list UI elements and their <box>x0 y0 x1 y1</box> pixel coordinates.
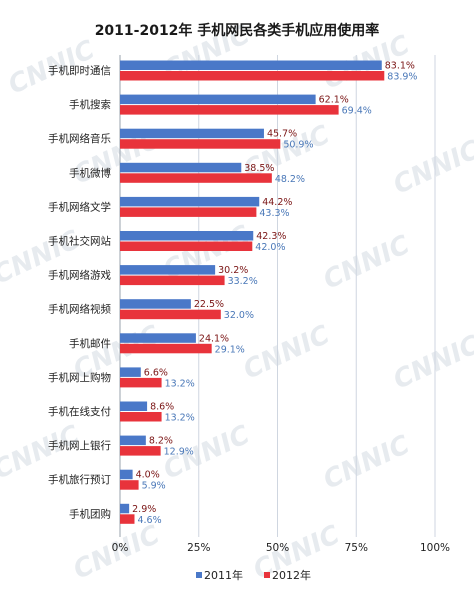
value-label-2011: 42.3% <box>256 231 286 242</box>
value-label-2012: 13.2% <box>165 378 195 389</box>
bar-2012 <box>120 71 385 81</box>
value-label-2011: 8.2% <box>149 436 173 447</box>
legend-label-2011: 2011年 <box>204 568 243 582</box>
value-label-2011: 22.5% <box>194 299 224 310</box>
bar-2011 <box>120 469 133 480</box>
category-label: 手机网络游戏 <box>48 269 111 282</box>
value-labels: 83.1%83.9% 62.1%69.4% 45.7%50.9% 38.5%48.2%… <box>132 61 417 526</box>
x-tick-label: 100% <box>420 542 450 554</box>
bar-2012 <box>120 241 253 251</box>
value-label-2012: 5.9% <box>142 481 166 492</box>
value-label-2011: 30.2% <box>218 265 248 276</box>
bar-2011 <box>120 367 141 377</box>
category-label: 手机在线支付 <box>48 405 111 418</box>
bar-2011 <box>120 60 382 70</box>
value-label-2011: 45.7% <box>267 129 297 140</box>
category-label: 手机网上购物 <box>48 371 111 384</box>
bar-2012 <box>120 480 139 490</box>
value-label-2012: 33.2% <box>228 276 258 287</box>
bar-2011 <box>120 128 264 139</box>
value-label-2011: 62.1% <box>319 95 349 106</box>
legend-swatch-2011 <box>196 572 202 578</box>
legend-swatch-2012 <box>264 572 270 578</box>
cnnic-watermark-text: CNNIC <box>239 320 334 386</box>
category-label: 手机社交网站 <box>48 235 111 248</box>
value-label-2012: 42.0% <box>255 242 285 253</box>
cnnic-watermark-text: CNNIC <box>319 230 414 296</box>
value-label-2012: 69.4% <box>342 106 372 117</box>
bar-2012 <box>120 105 339 115</box>
bar-2011 <box>120 94 316 105</box>
category-label: 手机搜索 <box>69 98 111 111</box>
cnnic-watermark-text: CNNIC <box>389 135 474 201</box>
category-label: 手机旅行预订 <box>48 473 111 486</box>
bar-2011 <box>120 299 191 309</box>
bar-2012 <box>120 207 257 217</box>
value-label-2011: 24.1% <box>199 333 229 344</box>
value-label-2012: 50.9% <box>283 140 313 151</box>
category-label: 手机网络音乐 <box>48 132 111 145</box>
value-label-2012: 32.0% <box>224 310 254 321</box>
legend-label-2012: 2012年 <box>272 568 311 582</box>
value-label-2011: 6.6% <box>144 367 168 378</box>
category-labels: 手机即时通信手机搜索手机网络音乐手机微博手机网络文学手机社交网站手机网络游戏手机… <box>48 64 111 520</box>
bar-2011 <box>120 231 254 241</box>
value-label-2012: 29.1% <box>215 344 245 355</box>
category-label: 手机网络视频 <box>48 303 111 316</box>
x-tick-label: 75% <box>345 542 368 554</box>
bar-2011 <box>120 503 130 514</box>
category-label: 手机即时通信 <box>48 64 111 77</box>
value-label-2012: 4.6% <box>137 515 161 526</box>
value-label-2012: 43.3% <box>259 208 289 219</box>
category-label: 手机团购 <box>69 507 111 520</box>
cnnic-watermark-text: CNNIC <box>319 430 414 496</box>
cnnic-watermark-text: CNNIC <box>389 330 474 396</box>
bar-2011 <box>120 401 148 411</box>
value-label-2012: 13.2% <box>165 413 195 424</box>
bar-2012 <box>120 309 221 320</box>
value-label-2011: 38.5% <box>244 163 274 174</box>
value-label-2012: 83.9% <box>387 72 417 83</box>
bar-2011 <box>120 435 146 446</box>
value-label-2011: 2.9% <box>132 504 156 515</box>
bar-2011 <box>120 196 260 207</box>
bars <box>120 60 385 524</box>
category-label: 手机邮件 <box>69 337 111 350</box>
x-tick-label: 50% <box>266 542 289 554</box>
bar-2012 <box>120 412 162 422</box>
x-tick-label: 25% <box>187 542 210 554</box>
x-tick-label: 0% <box>112 542 129 554</box>
category-label: 手机微博 <box>69 166 111 179</box>
bar-2012 <box>120 446 161 456</box>
bar-2012 <box>120 377 162 388</box>
value-label-2011: 4.0% <box>136 470 160 481</box>
bar-2011 <box>120 162 242 173</box>
value-label-2012: 48.2% <box>275 174 305 185</box>
value-label-2011: 8.6% <box>150 402 174 413</box>
chart-title: 2011-2012年 手机网民各类手机应用使用率 <box>95 22 380 39</box>
bar-2011 <box>120 265 216 275</box>
bar-2012 <box>120 173 272 183</box>
value-label-2011: 83.1% <box>385 61 415 72</box>
bar-2012 <box>120 275 225 286</box>
x-tick-labels: 0% 25% 50% 75% 100% <box>112 542 450 554</box>
bar-2012 <box>120 139 281 149</box>
category-label: 手机网络文学 <box>48 200 111 213</box>
bar-2012 <box>120 514 135 524</box>
bar-2011 <box>120 333 196 343</box>
bar-2012 <box>120 343 212 354</box>
value-label-2012: 12.9% <box>164 447 194 458</box>
category-label: 手机网上银行 <box>48 439 111 452</box>
value-label-2011: 44.2% <box>262 197 292 208</box>
legend: 2011年 2012年 <box>196 568 311 582</box>
